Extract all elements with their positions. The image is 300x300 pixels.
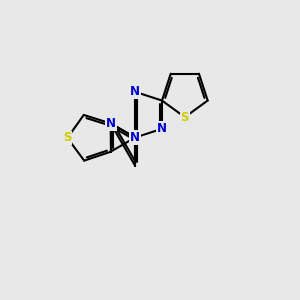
Text: N: N (130, 85, 140, 98)
Text: S: S (63, 131, 72, 145)
Text: S: S (181, 111, 189, 124)
Text: N: N (106, 117, 116, 130)
Text: N: N (157, 122, 167, 135)
Text: N: N (130, 131, 140, 144)
